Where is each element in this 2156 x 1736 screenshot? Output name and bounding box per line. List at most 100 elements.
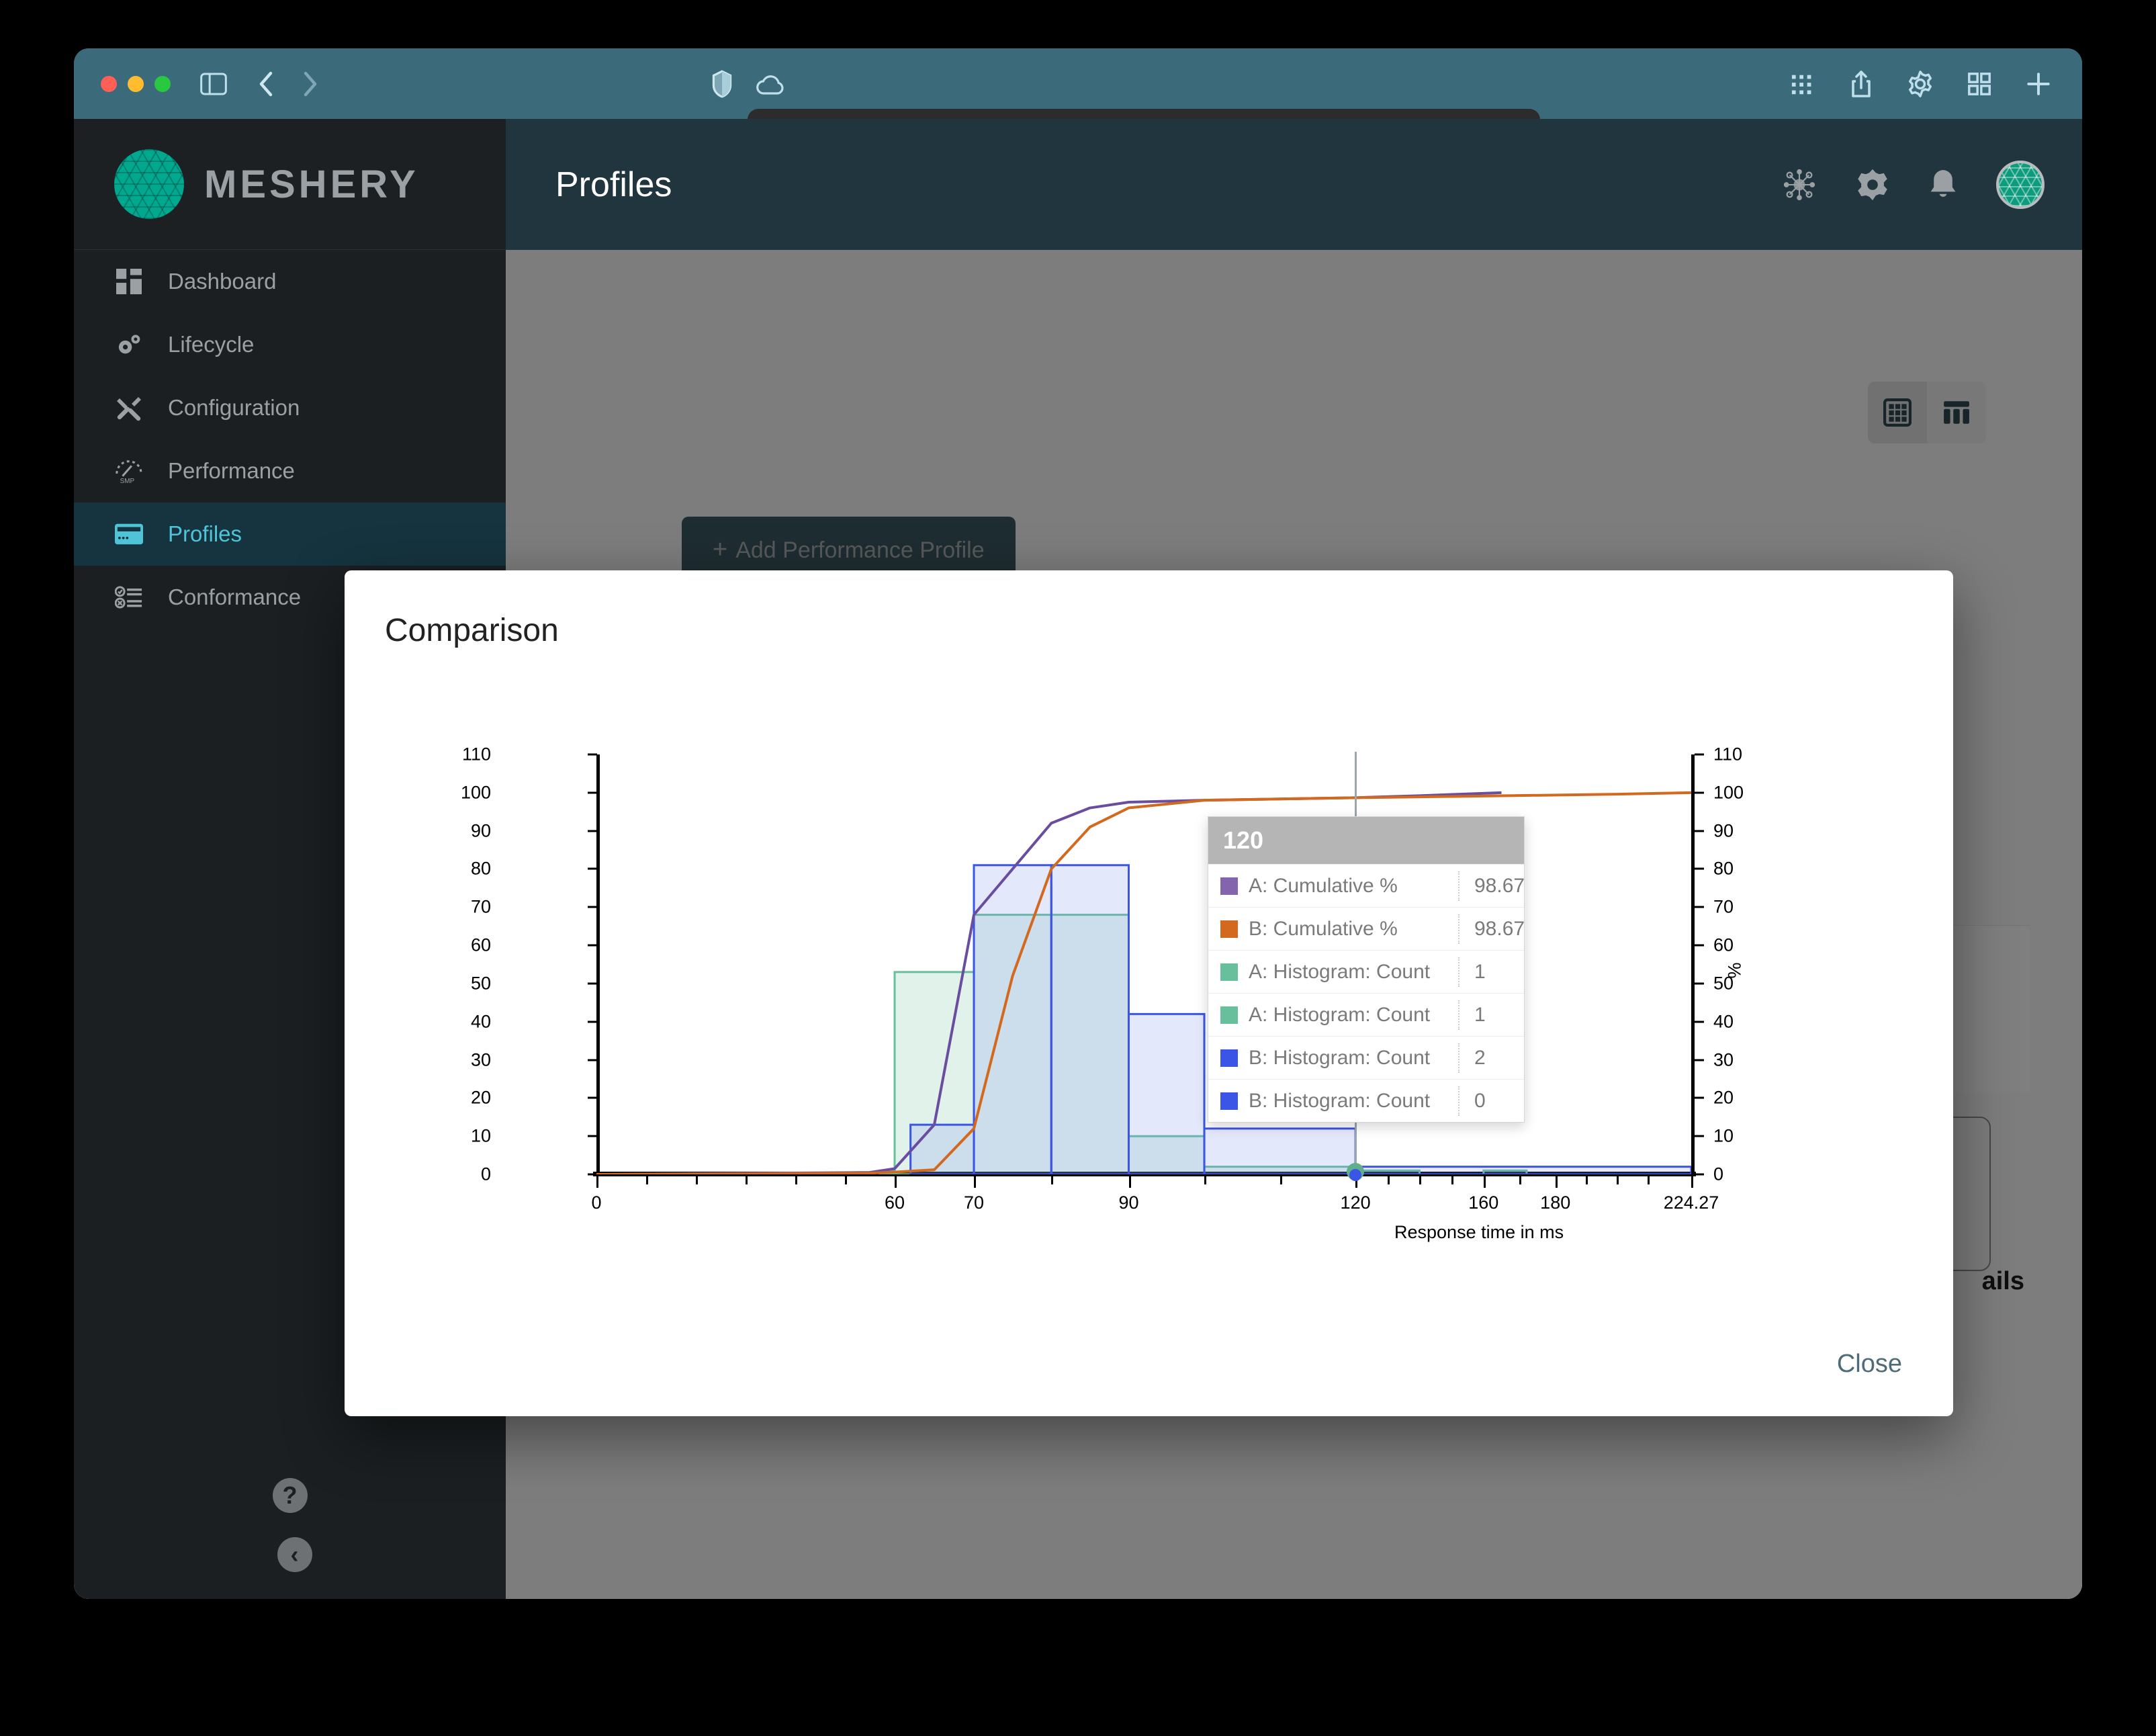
y2-tick-label: 30 [1713,1049,1734,1070]
brand-name: MESHERY [204,162,419,206]
sidebar-item-performance[interactable]: SMP Performance [74,439,506,503]
x-tick-label: 160 [1468,1192,1499,1213]
bell-icon[interactable] [1928,167,1959,202]
sidebar-item-profiles[interactable]: Profiles [74,503,506,566]
tooltip-series-label: A: Cumulative % [1249,874,1398,897]
sidebar-collapse-icon[interactable]: ‹ [277,1537,312,1572]
y2-tick-label: 110 [1713,744,1743,765]
page-title: Profiles [555,165,672,204]
sidebar-item-configuration[interactable]: Configuration [74,376,506,439]
tab-overview-icon[interactable] [1967,71,1992,97]
tooltip-divider [1458,1086,1459,1116]
minimize-window-button[interactable] [128,75,144,92]
meshery-app: MESHERY Dashboard Lifecycle Configuratio… [74,119,2082,1599]
sidebar-item-label: Dashboard [168,269,277,294]
tooltip-series-label: A: Histogram: Count [1249,1003,1431,1026]
browser-toolbar [74,48,2082,119]
x-tick [1128,1176,1131,1188]
y-tick [588,982,597,985]
tooltip-swatch-icon [1220,1049,1238,1067]
y2-tick [1695,944,1704,947]
maximize-window-button[interactable] [154,75,171,92]
plot-svg [596,791,1693,1176]
x-minor-tick [1419,1176,1422,1184]
sidebar-item-lifecycle[interactable]: Lifecycle [74,313,506,376]
y2-tick-label: 20 [1713,1087,1734,1108]
tooltip-row: B: Histogram: Count 2 [1208,1036,1524,1079]
x-tick [1691,1176,1693,1188]
y-tick-label: 20 [470,1087,491,1108]
tooltip-series-label: B: Cumulative % [1249,917,1398,940]
y-axis-left [596,754,600,1174]
modal-title: Comparison [385,613,559,648]
avatar[interactable] [1996,160,2045,209]
apps-grid-icon[interactable] [1791,71,1816,97]
card-icon [114,523,144,545]
nav-forward-icon[interactable] [298,69,321,99]
sidebar-item-dashboard[interactable]: Dashboard [74,250,506,313]
dashboard-icon [114,269,144,294]
y-tick-label: 100 [460,782,491,803]
y2-tick [1695,1021,1704,1023]
tooltip-row: A: Histogram: Count 1 [1208,950,1524,993]
speedometer-icon: SMP [114,458,144,484]
gears-icon [114,333,144,357]
sidebar-bottom-actions: ? ‹ [74,1478,506,1572]
tooltip-swatch-icon [1220,1092,1238,1110]
window-traffic-lights[interactable] [101,75,171,92]
tooltip-series-value: 2 [1474,1046,1486,1069]
tooltip-series-label: B: Histogram: Count [1249,1089,1431,1112]
y-tick-label: 90 [470,820,491,841]
checklist-icon [114,585,144,609]
cloud-icon[interactable] [755,72,787,96]
x-tick-label: 70 [963,1192,985,1213]
close-window-button[interactable] [101,75,117,92]
browser-window: localhost:9081/performance/profiles MESH… [74,48,2082,1599]
y2-tick-label: 90 [1713,820,1734,841]
x-tick [1555,1176,1558,1188]
sidebar-toggle-icon[interactable] [200,73,227,95]
new-tab-icon[interactable] [2024,70,2053,98]
y2-tick [1695,753,1704,756]
mesh-icon[interactable] [1781,167,1817,203]
x-minor-tick [1617,1176,1619,1184]
y2-tick [1695,1135,1704,1137]
tooltip-swatch-icon [1220,920,1238,938]
y-tick [588,753,597,756]
y-tick [588,867,597,870]
sidebar-item-conformance[interactable]: Conformance [74,566,506,629]
gear-icon[interactable] [1855,167,1890,202]
sidebar-item-label: Conformance [168,584,302,609]
y2-tick-label: 10 [1713,1125,1734,1146]
shield-icon[interactable] [711,69,733,98]
sidebar-item-label: Performance [168,458,295,483]
tools-icon [114,394,144,421]
meshery-logo-icon [114,149,184,219]
share-icon[interactable] [1848,69,1874,99]
close-button[interactable]: Close [1824,1340,1916,1388]
y2-tick-label: 0 [1713,1164,1724,1184]
x-tick-label: 180 [1540,1192,1571,1213]
y2-tick-label: 100 [1713,782,1744,803]
y-axis-right [1691,754,1695,1174]
y-tick-label: 10 [470,1125,491,1146]
x-minor-tick [845,1176,847,1184]
x-tick [895,1176,897,1188]
help-icon[interactable]: ? [272,1478,308,1513]
y2-tick [1695,1059,1704,1061]
brand-logo[interactable]: MESHERY [74,119,506,250]
x-tick-label: 90 [1118,1192,1139,1213]
x-minor-tick [746,1176,748,1184]
tooltip-row: B: Histogram: Count 0 [1208,1079,1524,1122]
sidebar-item-label: Profiles [168,521,242,546]
comparison-chart: 0 10 20 30 40 50 60 70 80 90 100 110 0 10 20 30 40 50 60 7… [461,744,1862,1243]
x-minor-tick [795,1176,797,1184]
y-tick-label: 60 [470,935,491,955]
settings-icon[interactable] [1906,70,1934,98]
y-tick [588,944,597,947]
tooltip-row: B: Cumulative % 98.67 [1208,907,1525,950]
x-minor-tick [696,1176,698,1184]
nav-back-icon[interactable] [255,69,278,99]
x-tick-label: 120 [1340,1192,1371,1213]
y2-tick-label: 50 [1713,973,1734,994]
